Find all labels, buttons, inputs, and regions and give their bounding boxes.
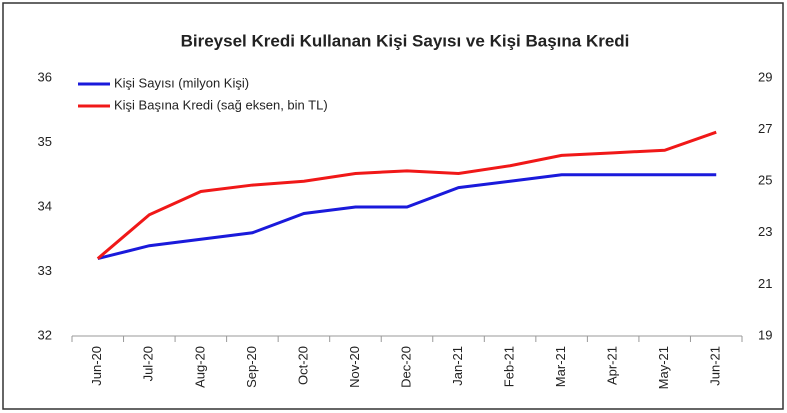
x-tick-label: Aug-20 — [192, 346, 207, 388]
y-tick-label: 33 — [38, 263, 52, 278]
legend-label: Kişi Başına Kredi (sağ eksen, bin TL) — [114, 97, 328, 112]
x-tick-label: Dec-20 — [398, 346, 413, 388]
x-tick-label: Oct-20 — [295, 346, 310, 385]
x-tick-label: Jan-21 — [450, 346, 465, 386]
series-line — [97, 173, 717, 261]
y-tick-label: 35 — [38, 134, 52, 149]
x-tick-label: Nov-20 — [347, 346, 362, 388]
y-tick-label: 32 — [38, 327, 52, 342]
x-tick-label: Apr-21 — [605, 346, 620, 385]
x-tick-label: May-21 — [656, 346, 671, 389]
legend-label: Kişi Sayısı (milyon Kişi) — [114, 75, 249, 90]
y2-tick-label: 19 — [758, 327, 772, 342]
y2-tick-label: 29 — [758, 69, 772, 84]
x-tick-label: Feb-21 — [502, 346, 517, 387]
x-tick-label: Jun-21 — [708, 346, 723, 386]
x-tick-label: Sep-20 — [244, 346, 259, 388]
chart-title: Bireysel Kredi Kullanan Kişi Sayısı ve K… — [181, 31, 630, 50]
x-tick-label: Mar-21 — [553, 346, 568, 387]
y2-tick-label: 27 — [758, 121, 772, 136]
y2-tick-label: 21 — [758, 276, 772, 291]
x-tick-label: Jun-20 — [89, 346, 104, 386]
series-line — [96, 130, 717, 260]
y2-tick-label: 25 — [758, 173, 772, 188]
y-tick-label: 34 — [38, 198, 52, 213]
x-tick-label: Jul-20 — [141, 346, 156, 381]
y2-tick-label: 23 — [758, 224, 772, 239]
y-tick-label: 36 — [38, 69, 52, 84]
